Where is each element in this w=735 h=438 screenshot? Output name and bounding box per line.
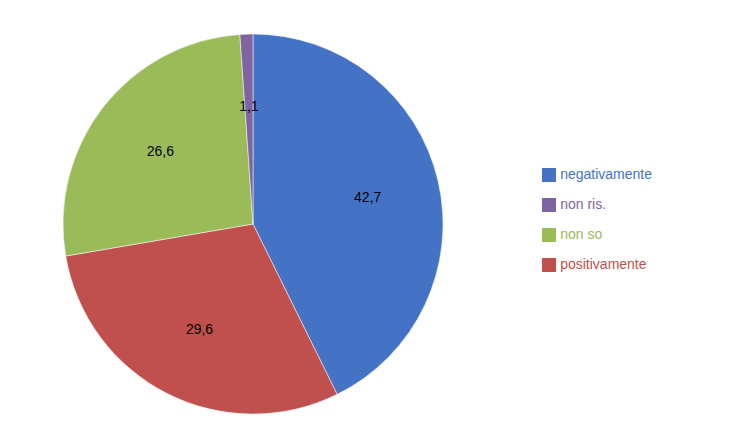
- svg-text:29,6: 29,6: [186, 321, 213, 337]
- svg-text:42,7: 42,7: [354, 189, 381, 205]
- svg-text:1,1: 1,1: [239, 98, 259, 114]
- html-text:non ris.: non ris.: [560, 196, 607, 212]
- svg-text:26,6: 26,6: [147, 143, 174, 159]
- html-text:negativamente: negativamente: [560, 166, 652, 182]
- html-text:positivamente: positivamente: [560, 256, 647, 272]
- html-text:non so: non so: [560, 226, 603, 242]
